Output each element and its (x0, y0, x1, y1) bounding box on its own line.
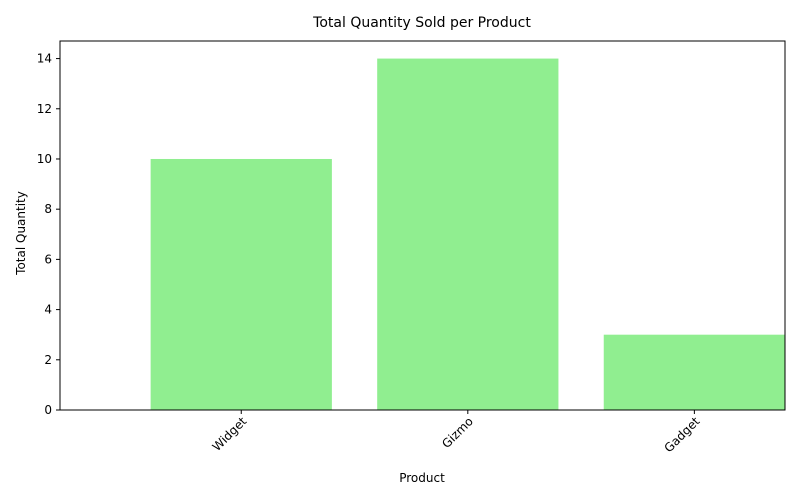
y-axis-ticks: 0 2 4 6 8 10 12 14 (37, 52, 60, 417)
y-tick-label: 4 (44, 303, 52, 317)
x-axis-label: Product (399, 471, 445, 485)
y-tick-label: 2 (44, 353, 52, 367)
bar-gizmo (377, 58, 559, 410)
y-tick-label: 6 (44, 252, 52, 266)
x-tick-label: Gadget (661, 414, 702, 455)
bar-gadget (603, 334, 785, 410)
y-axis-label: Total Quantity (14, 191, 28, 276)
x-tick-label: Widget (210, 414, 250, 454)
chart-title: Total Quantity Sold per Product (312, 15, 531, 31)
bar-widget (150, 158, 332, 410)
x-axis-ticks: Widget Gizmo Gadget (210, 410, 703, 455)
y-tick-label: 0 (44, 403, 52, 417)
y-tick-label: 14 (37, 52, 52, 66)
plot-frame (59, 40, 786, 411)
x-tick-label: Gizmo (439, 414, 476, 451)
y-tick-label: 8 (44, 202, 52, 216)
y-tick-label: 12 (37, 102, 52, 116)
plot-area (59, 40, 786, 411)
y-tick-label: 10 (37, 152, 52, 166)
